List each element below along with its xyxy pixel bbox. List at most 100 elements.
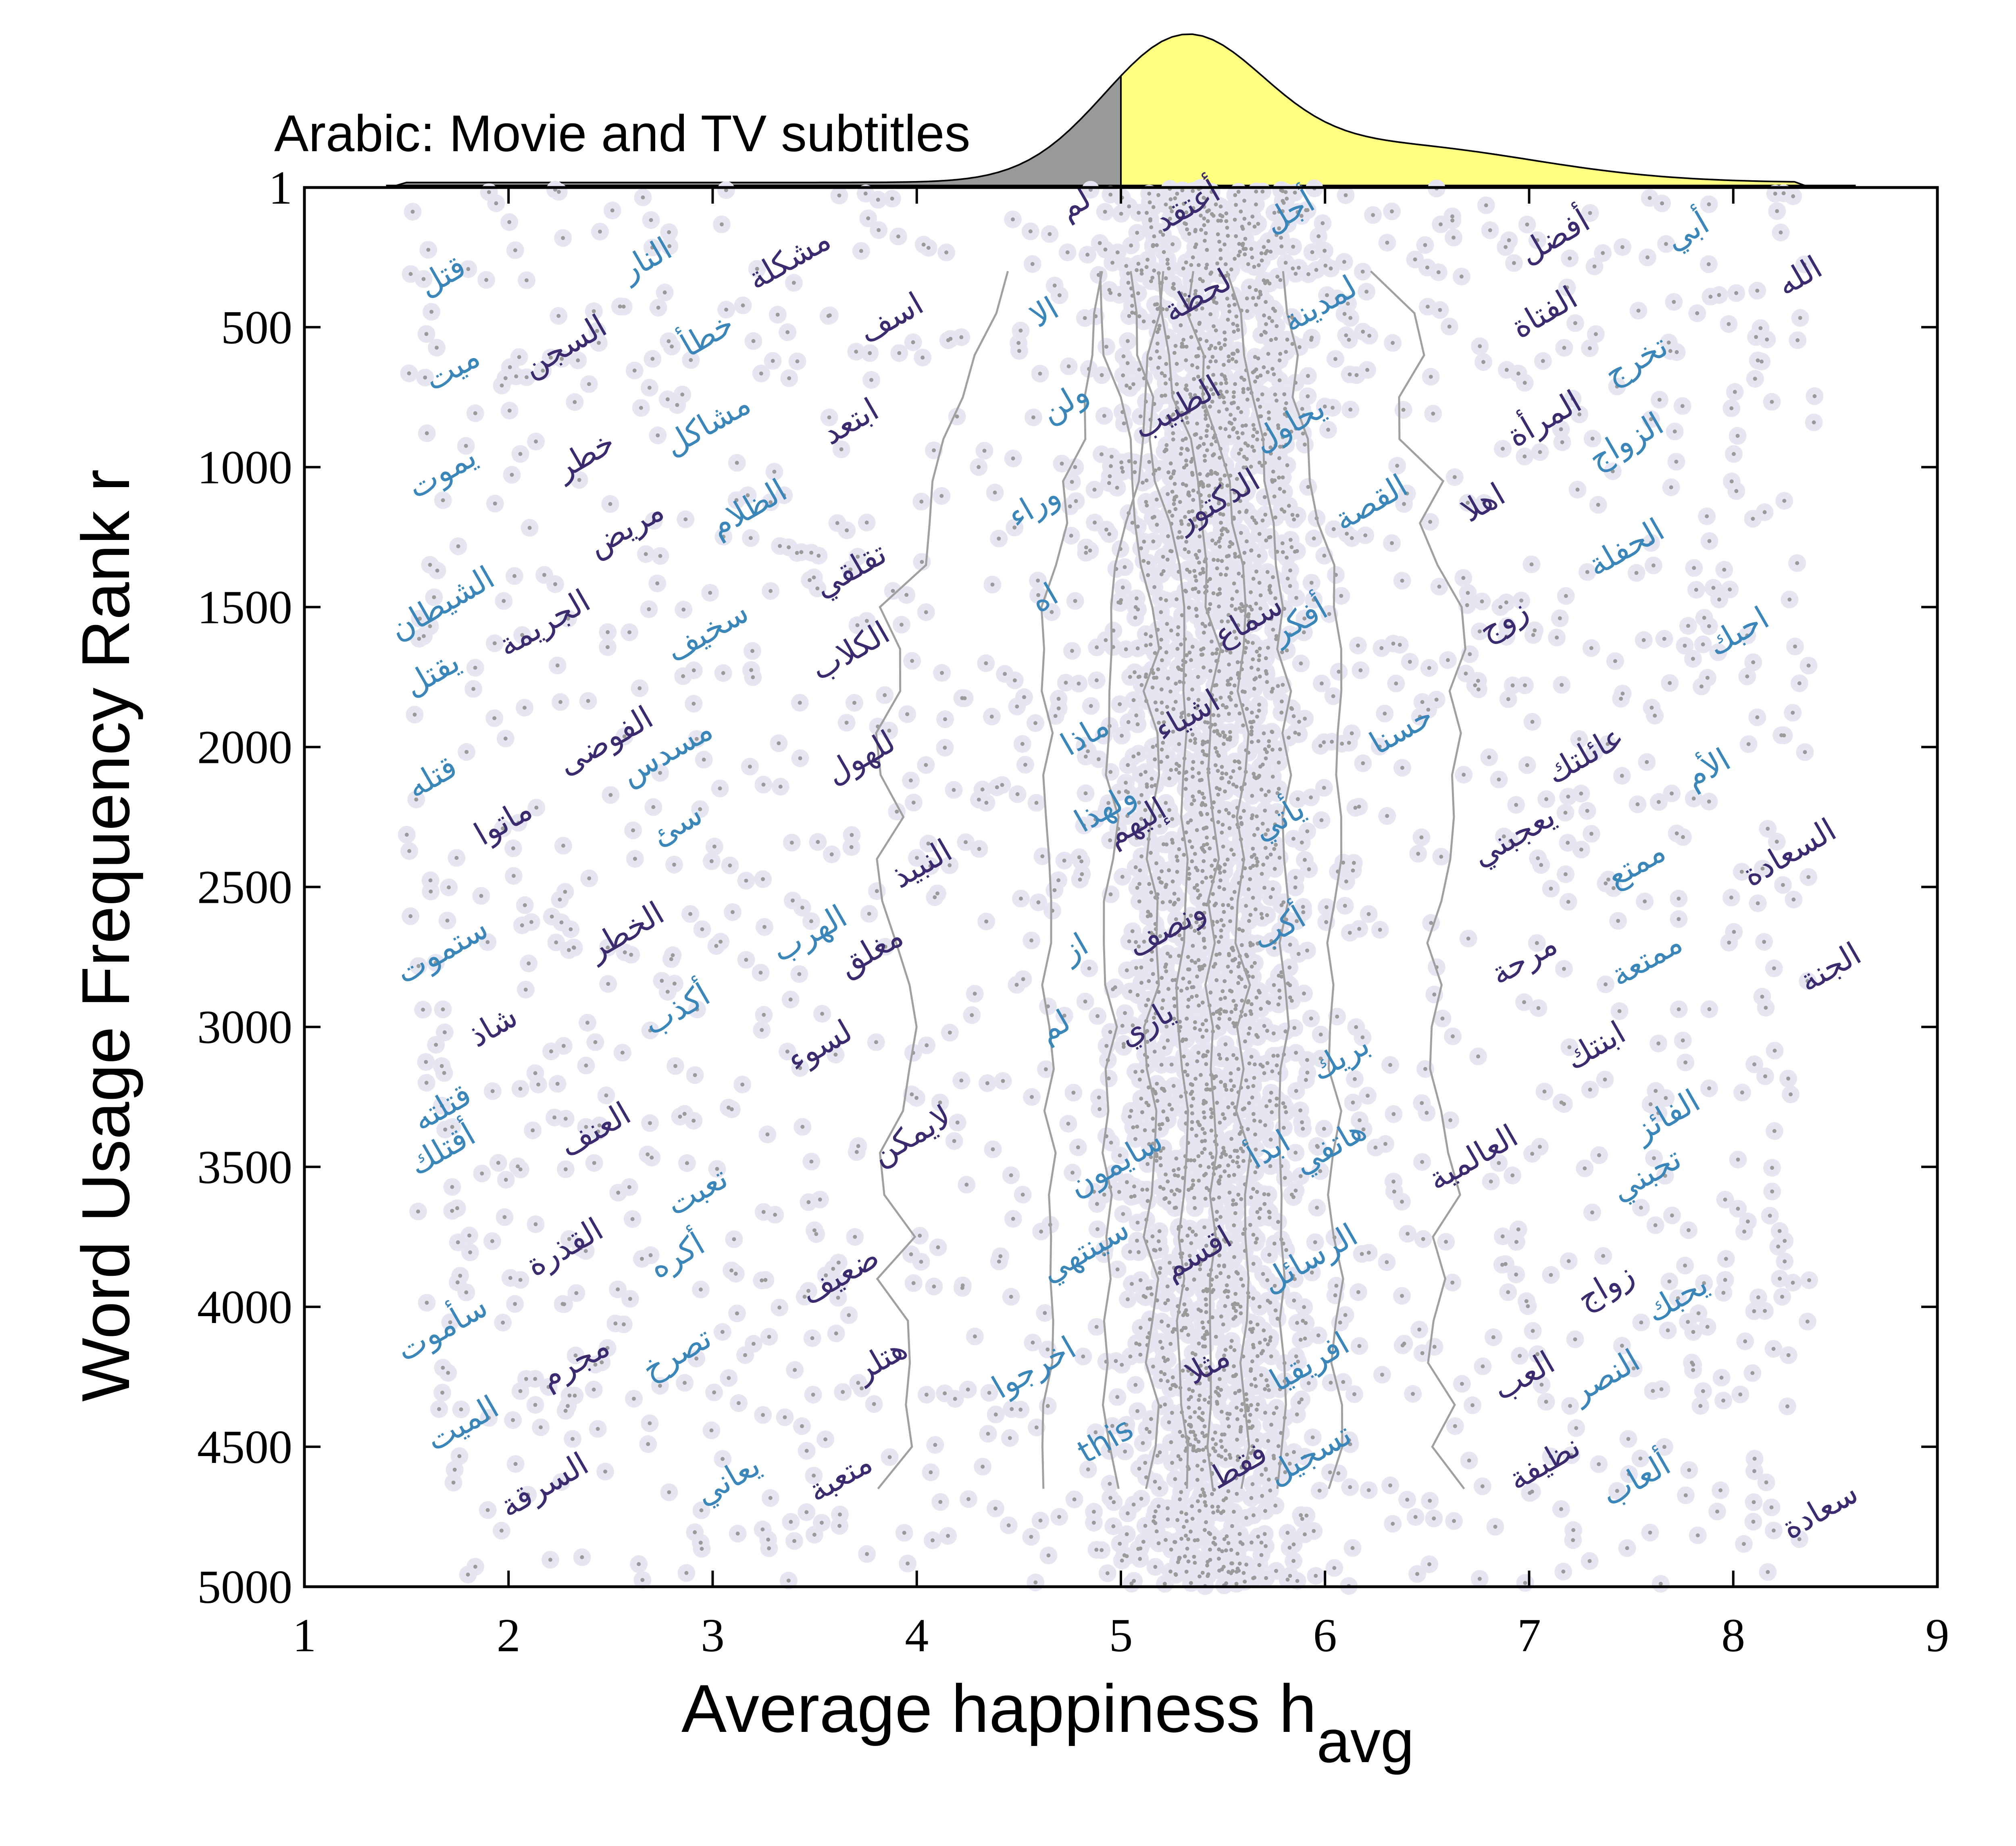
- word-point: [1135, 231, 1139, 235]
- word-point: [751, 675, 755, 679]
- word-point: [1053, 714, 1058, 718]
- word-point: [1466, 936, 1470, 941]
- word-point: [1530, 1152, 1535, 1156]
- word-point: [872, 1402, 876, 1406]
- word-point: [608, 502, 612, 506]
- word-point: [606, 630, 610, 634]
- word-point: [1589, 831, 1593, 836]
- word-point: [1217, 1052, 1221, 1057]
- word-point: [1353, 1077, 1357, 1081]
- word-point: [1705, 514, 1709, 519]
- word-point: [1531, 1329, 1535, 1333]
- word-point: [1555, 635, 1559, 640]
- word-point: [897, 351, 902, 355]
- word-point: [640, 1578, 645, 1582]
- word-point: [1691, 796, 1696, 801]
- word-point: [1686, 624, 1690, 628]
- word-point: [797, 972, 802, 976]
- word-point: [492, 641, 497, 646]
- word-point: [1056, 706, 1061, 710]
- word-point: [1656, 800, 1661, 804]
- word-point: [1708, 294, 1713, 299]
- word-point: [1000, 783, 1004, 787]
- word-point: [1392, 1190, 1396, 1194]
- word-point: [527, 961, 531, 966]
- word-point: [1476, 1054, 1481, 1058]
- word-point: [1084, 550, 1088, 555]
- word-point: [1038, 1518, 1043, 1523]
- word-point: [637, 686, 642, 690]
- word-point: [1012, 678, 1017, 683]
- word-point: [1453, 1424, 1457, 1428]
- word-point: [646, 1442, 650, 1446]
- word-point: [493, 501, 497, 506]
- word-point: [1397, 643, 1402, 647]
- word-point: [1056, 878, 1061, 882]
- word-point: [533, 1071, 537, 1075]
- word-point: [984, 661, 988, 665]
- word-point: [1092, 488, 1097, 492]
- word-point: [1706, 262, 1711, 267]
- word-point: [1653, 1223, 1658, 1227]
- word-point: [977, 798, 981, 802]
- word-point: [1798, 316, 1802, 320]
- word-point: [727, 1376, 731, 1380]
- word-point: [973, 1334, 977, 1339]
- word-point: [1267, 744, 1271, 748]
- word-point: [1559, 1507, 1563, 1511]
- word-point: [1323, 263, 1328, 268]
- word-point: [1467, 1458, 1471, 1463]
- word-point: [1719, 1375, 1724, 1380]
- word-point: [1064, 681, 1068, 685]
- word-point: [1683, 1060, 1688, 1065]
- word-point: [887, 1455, 892, 1459]
- word-point: [587, 876, 591, 881]
- word-point: [1484, 203, 1488, 208]
- word-point: [1525, 222, 1529, 227]
- word-point: [795, 551, 799, 555]
- word-point: [1438, 308, 1442, 312]
- word-point: [1045, 1404, 1050, 1408]
- word-point: [490, 1239, 494, 1243]
- word-point: [993, 1412, 998, 1417]
- word-point: [1459, 274, 1464, 279]
- word-point: [1383, 711, 1387, 716]
- word-point: [1236, 1192, 1241, 1197]
- word-point: [1536, 856, 1540, 860]
- word-point: [1367, 333, 1372, 338]
- word-point: [946, 1533, 950, 1538]
- word-point: [1227, 1275, 1231, 1279]
- word-point: [1181, 976, 1185, 981]
- word-point: [1473, 683, 1477, 688]
- word-point: [1651, 563, 1656, 568]
- word-point: [921, 355, 925, 360]
- word-point: [1335, 1015, 1339, 1019]
- word-point: [424, 1060, 428, 1064]
- word-point: [875, 889, 879, 893]
- word-point: [1237, 1532, 1242, 1536]
- word-point: [800, 905, 804, 910]
- word-point: [1573, 1337, 1577, 1342]
- word-point: [542, 573, 546, 577]
- word-point: [533, 1403, 537, 1407]
- word-point: [1029, 938, 1034, 943]
- word-point: [408, 914, 413, 919]
- word-point: [1558, 616, 1562, 621]
- word-point: [1020, 742, 1025, 746]
- word-point: [1617, 1009, 1622, 1013]
- word-point: [1566, 841, 1570, 845]
- word-point: [850, 833, 854, 837]
- word-point: [1674, 460, 1679, 464]
- word-point: [1015, 792, 1020, 796]
- word-point: [1770, 1189, 1774, 1194]
- word-point: [816, 840, 820, 844]
- word-point: [1136, 752, 1141, 756]
- word-point: [721, 671, 725, 675]
- word-point: [633, 856, 637, 861]
- word-point: [1721, 1398, 1726, 1403]
- word-point: [799, 550, 804, 554]
- word-point: [1476, 687, 1481, 692]
- word-point: [1420, 1101, 1424, 1105]
- word-point: [429, 889, 433, 894]
- word-point: [1566, 794, 1570, 799]
